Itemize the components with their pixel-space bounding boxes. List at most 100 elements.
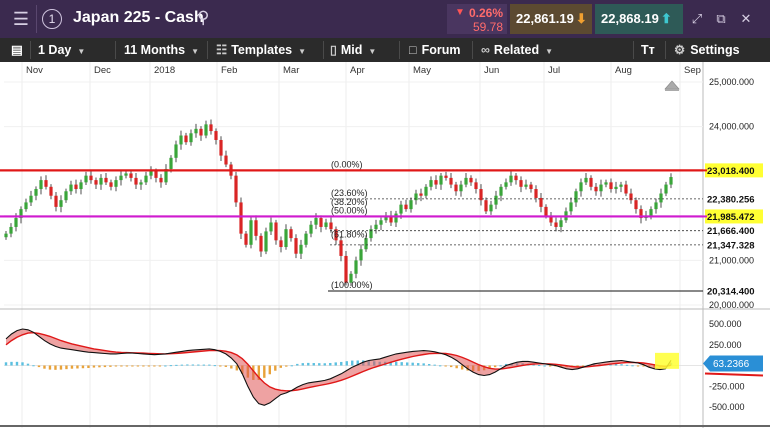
candle-body xyxy=(454,184,458,192)
histogram-bar xyxy=(81,365,85,369)
candle-body xyxy=(329,222,333,230)
candle-body xyxy=(549,215,553,223)
price-type-label: Mid xyxy=(340,43,363,57)
close-icon[interactable]: ✕ xyxy=(740,11,752,26)
histogram-bar xyxy=(224,365,228,367)
indicator-y-tick: -250.000 xyxy=(709,381,745,391)
text-size-icon[interactable]: Tᴛ xyxy=(641,43,655,57)
candle-body xyxy=(384,215,388,221)
candle-body xyxy=(364,238,368,250)
histogram-bar xyxy=(32,365,35,367)
low-price-tag-bg xyxy=(705,283,763,298)
divider xyxy=(633,41,634,59)
histogram-bar xyxy=(614,364,618,366)
indicator-value-tag-bg xyxy=(703,355,763,372)
divider xyxy=(665,41,666,59)
range-label: 11 Months xyxy=(124,43,186,57)
histogram-bar xyxy=(131,365,134,367)
histogram-bar xyxy=(54,365,57,370)
histogram-bar xyxy=(109,365,112,367)
sell-button[interactable]: 22,861.19 ⬇ xyxy=(510,4,592,34)
candle-body xyxy=(629,193,633,201)
histogram-bar xyxy=(114,365,118,367)
settings-button[interactable]: ⚙ Settings xyxy=(674,38,740,62)
candle-body xyxy=(319,218,323,227)
candle-body xyxy=(49,186,53,196)
fib-price-tag: 21,347.328 xyxy=(707,240,755,251)
histogram-bar xyxy=(92,365,96,368)
expand-icon[interactable]: ⤢ xyxy=(691,11,703,26)
histogram-bar xyxy=(175,364,178,366)
candle-body xyxy=(34,189,38,196)
search-icon[interactable]: ⚲ xyxy=(197,8,210,27)
candle-body xyxy=(509,175,513,183)
histogram-bar xyxy=(164,365,167,367)
candle-body xyxy=(174,144,178,158)
forum-label: Forum xyxy=(421,43,461,57)
y-tick-label: 21,000.000 xyxy=(709,255,754,265)
divider xyxy=(399,41,400,59)
candle-body xyxy=(334,229,338,241)
buy-button[interactable]: 22,868.19 ⬆ xyxy=(595,4,683,34)
range-dropdown[interactable]: 11 Months ▼ xyxy=(124,38,199,62)
chevron-down-icon: ▼ xyxy=(77,47,86,56)
candle-body xyxy=(14,218,18,227)
candle-body xyxy=(469,177,473,183)
fib-label: (61.80%) xyxy=(331,229,368,239)
fib-label: (0.00%) xyxy=(331,159,363,169)
histogram-bar xyxy=(103,365,107,368)
y-tick-label: 24,000.000 xyxy=(709,122,754,132)
candle-body xyxy=(264,231,268,252)
price-type-dropdown[interactable]: ▯ Mid ▼ xyxy=(330,38,376,62)
candle-body xyxy=(659,193,663,203)
candle-body xyxy=(209,124,213,132)
templates-dropdown[interactable]: ☷ Templates ▼ xyxy=(216,38,306,62)
histogram-bar xyxy=(389,361,392,366)
candle-body xyxy=(389,215,393,223)
candle-body xyxy=(259,235,263,252)
price-change-box: ▼ 0.26% 59.78 xyxy=(447,4,507,34)
histogram-bar xyxy=(636,365,640,367)
candle-body xyxy=(154,171,158,178)
candle-body xyxy=(119,175,123,181)
buy-arrow-icon: ⬆ xyxy=(660,11,672,26)
macd-line xyxy=(5,328,672,406)
candle-body xyxy=(189,133,193,143)
histogram-bar xyxy=(499,365,502,367)
candle-body xyxy=(409,200,413,210)
related-dropdown[interactable]: ∞ Related ▼ xyxy=(481,38,553,62)
price-chart[interactable]: Nov Dec 2018 Feb Mar Apr May Jun Jul Aug Sep 25,000… xyxy=(0,62,770,428)
fib-price-tag: 21,666.400 xyxy=(707,226,755,237)
histogram-bar xyxy=(625,364,629,366)
templates-icon: ☷ xyxy=(216,43,228,57)
histogram-bar xyxy=(307,362,310,366)
forum-button[interactable]: □ Forum xyxy=(409,38,460,62)
candle-body xyxy=(284,229,288,248)
sell-arrow-icon: ⬇ xyxy=(575,11,587,26)
fib-price-tag-bg xyxy=(705,237,763,252)
candle-body xyxy=(624,184,628,194)
fib-label: (100.00%) xyxy=(331,280,373,290)
info-icon[interactable]: 1 xyxy=(42,9,62,29)
candle-body xyxy=(589,177,593,187)
chart-layout-icon[interactable]: ▤ xyxy=(11,43,23,57)
candle-body xyxy=(449,177,453,185)
histogram-bar xyxy=(411,362,414,366)
histogram-bar xyxy=(444,365,447,367)
detach-icon[interactable]: ⧉ xyxy=(716,11,726,26)
candle-body xyxy=(289,229,293,239)
histogram-bar xyxy=(21,362,24,366)
candle-body xyxy=(599,184,603,192)
histogram-bar xyxy=(158,365,162,367)
histogram-bar xyxy=(318,363,321,366)
menu-icon[interactable]: ☰ xyxy=(6,5,37,33)
histogram-bar xyxy=(537,365,541,367)
candle-body xyxy=(514,175,518,181)
candle-body xyxy=(69,184,73,192)
fib-price-tag-bg xyxy=(705,191,763,206)
candle-body xyxy=(339,240,343,256)
interval-dropdown[interactable]: 1 Day ▼ xyxy=(38,38,85,62)
chart-area[interactable]: Nov Dec 2018 Feb Mar Apr May Jun Jul Aug Sep 25,000… xyxy=(0,62,770,428)
candle-body xyxy=(129,173,133,178)
histogram-bar xyxy=(488,365,491,369)
